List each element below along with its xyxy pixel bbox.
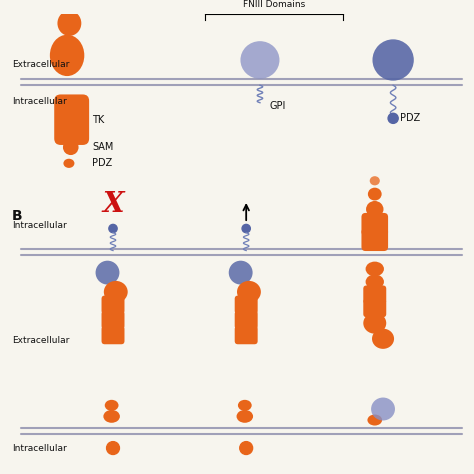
Ellipse shape	[373, 39, 414, 81]
Ellipse shape	[63, 139, 79, 155]
Text: Extracellular: Extracellular	[12, 60, 69, 69]
Ellipse shape	[104, 281, 128, 303]
Circle shape	[388, 113, 398, 123]
Ellipse shape	[240, 41, 280, 79]
Text: PDZ: PDZ	[92, 158, 113, 168]
FancyBboxPatch shape	[101, 326, 125, 344]
Ellipse shape	[64, 159, 74, 168]
Circle shape	[109, 224, 117, 233]
Ellipse shape	[366, 201, 383, 218]
Ellipse shape	[238, 400, 252, 411]
Circle shape	[242, 224, 250, 233]
Text: Intracellular: Intracellular	[12, 445, 67, 454]
Ellipse shape	[372, 328, 394, 349]
Text: Extracellular: Extracellular	[12, 336, 69, 345]
Circle shape	[107, 442, 119, 455]
Ellipse shape	[371, 398, 395, 420]
Ellipse shape	[105, 400, 118, 411]
FancyBboxPatch shape	[54, 94, 89, 145]
FancyBboxPatch shape	[362, 228, 388, 251]
Ellipse shape	[368, 188, 382, 201]
Ellipse shape	[365, 262, 384, 276]
Text: FNIII Domains: FNIII Domains	[243, 0, 305, 9]
FancyBboxPatch shape	[101, 296, 125, 314]
Text: PDZ: PDZ	[400, 113, 420, 123]
Circle shape	[240, 442, 253, 455]
Ellipse shape	[363, 312, 386, 334]
Ellipse shape	[50, 35, 84, 76]
FancyBboxPatch shape	[235, 296, 258, 314]
Text: TK: TK	[92, 115, 105, 125]
Ellipse shape	[237, 410, 253, 423]
FancyBboxPatch shape	[101, 311, 125, 329]
Ellipse shape	[365, 274, 384, 289]
Text: Intracellular: Intracellular	[12, 221, 67, 230]
Ellipse shape	[103, 410, 120, 423]
Text: B: B	[12, 209, 23, 223]
FancyBboxPatch shape	[235, 326, 258, 344]
Ellipse shape	[96, 261, 119, 284]
Ellipse shape	[229, 261, 253, 284]
Ellipse shape	[237, 281, 261, 303]
Text: GPI: GPI	[269, 101, 285, 111]
FancyBboxPatch shape	[363, 299, 386, 317]
Ellipse shape	[57, 10, 82, 36]
FancyBboxPatch shape	[362, 213, 388, 236]
Text: X: X	[102, 191, 124, 218]
Text: Intracellular: Intracellular	[12, 97, 67, 106]
FancyBboxPatch shape	[363, 285, 386, 304]
Text: SAM: SAM	[92, 142, 114, 152]
FancyBboxPatch shape	[235, 311, 258, 329]
Ellipse shape	[367, 415, 382, 426]
Ellipse shape	[370, 176, 380, 185]
